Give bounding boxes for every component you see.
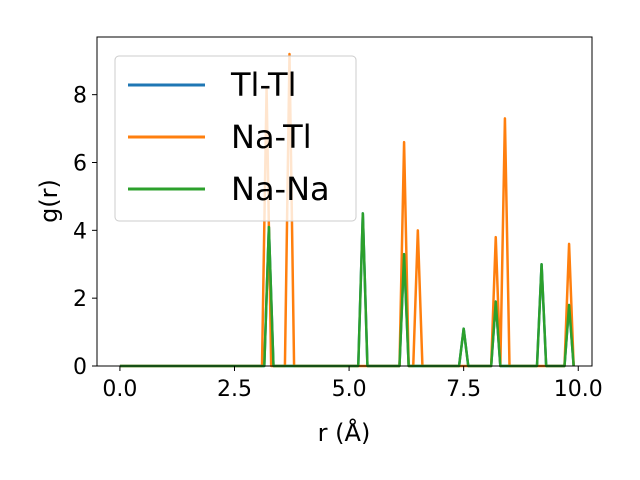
legend-label: Na-Tl — [231, 118, 312, 156]
y-axis-label: g(r) — [35, 179, 63, 223]
y-tick-label: 2 — [73, 287, 87, 312]
y-tick-label: 8 — [73, 84, 87, 109]
x-axis-label: r (Å) — [318, 418, 371, 447]
x-tick-label: 0.0 — [102, 377, 137, 402]
x-axis: 0.0 2.5 5.0 7.5 10.0 — [102, 366, 603, 402]
y-tick-label: 4 — [73, 219, 87, 244]
x-tick-label: 2.5 — [217, 377, 252, 402]
x-tick-label: 7.5 — [446, 377, 481, 402]
series-line-tl-tl — [119, 212, 575, 368]
x-tick-label: 10.0 — [554, 377, 603, 402]
legend: Tl-Tl Na-Tl Na-Na — [114, 55, 357, 222]
y-tick-label: 6 — [73, 151, 87, 176]
y-axis: 0 2 4 6 8 — [73, 84, 97, 380]
plot-frame — [96, 36, 593, 367]
x-tick-label: 5.0 — [332, 377, 367, 402]
y-tick-label: 0 — [73, 355, 87, 380]
series-line-na-na — [119, 212, 575, 368]
legend-label: Tl-Tl — [230, 66, 296, 104]
legend-label: Na-Na — [231, 170, 330, 208]
legend-frame — [114, 55, 357, 222]
